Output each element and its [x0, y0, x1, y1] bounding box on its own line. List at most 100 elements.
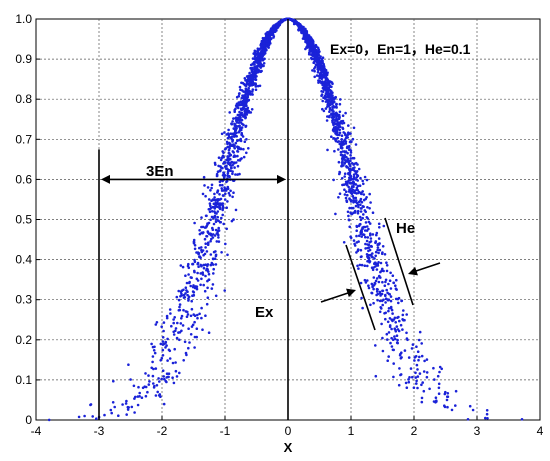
cloud-drop-point [231, 164, 234, 167]
cloud-drop-point [242, 155, 246, 159]
cloud-drop-point [405, 337, 409, 340]
cloud-drop-point [261, 40, 264, 43]
cloud-drop-point [198, 255, 202, 258]
cloud-drop-point [236, 125, 240, 128]
cloud-drop-point [136, 395, 140, 398]
cloud-drop-point [232, 218, 235, 221]
cloud-drop-point [178, 371, 181, 375]
cloud-drop-point [220, 216, 223, 220]
cloud-drop-point [436, 374, 440, 378]
cloud-drop-point [216, 229, 219, 233]
cloud-drop-point [304, 35, 308, 39]
cloud-drop-point [208, 210, 212, 214]
cloud-drop-point [340, 164, 343, 168]
cloud-drop-point [207, 270, 210, 273]
three-en-arrow-head-left [101, 174, 110, 184]
cloud-drop-point [484, 416, 487, 420]
cloud-drop-point [437, 382, 441, 386]
cloud-drop-point [172, 318, 175, 321]
cloud-drop-point [347, 124, 350, 127]
cloud-drop-point [311, 49, 315, 53]
cloud-drop-point [144, 372, 147, 375]
cloud-drop-point [374, 279, 378, 283]
cloud-drop-point [392, 281, 395, 285]
x-tick-label: -2 [157, 424, 168, 438]
cloud-drop-point [248, 84, 251, 87]
cloud-drop-point [265, 35, 269, 39]
cloud-drop-point [255, 59, 258, 63]
cloud-drop-point [172, 333, 176, 336]
cloud-drop-point [353, 244, 357, 247]
cloud-drop-point [341, 156, 345, 159]
cloud-drop-point [152, 382, 155, 385]
cloud-drop-point [232, 191, 235, 194]
cloud-drop-point [171, 361, 175, 365]
cloud-drop-point [127, 363, 130, 367]
cloud-drop-point [174, 361, 177, 364]
cloud-drop-point [247, 111, 251, 114]
cloud-drop-point [354, 204, 358, 208]
cloud-drop-point [175, 295, 179, 299]
cloud-drop-point [195, 287, 199, 291]
cloud-drop-point [234, 128, 237, 132]
cloud-drop-point [265, 42, 268, 45]
cloud-drop-point [362, 205, 365, 208]
cloud-drop-point [342, 241, 346, 244]
cloud-drop-point [238, 114, 242, 117]
cloud-drop-point [366, 206, 369, 209]
cloud-drop-point [347, 214, 350, 218]
cloud-drop-point [241, 94, 244, 97]
cloud-drop-point [362, 193, 366, 196]
cloud-drop-point [223, 198, 227, 201]
cloud-drop-point [309, 48, 312, 52]
cloud-drop-point [340, 141, 343, 145]
cloud-drop-point [126, 408, 130, 411]
cloud-drop-point [195, 251, 198, 254]
cloud-drop-point [184, 292, 187, 295]
cloud-drop-point [391, 274, 395, 278]
cloud-drop-point [362, 182, 365, 186]
cloud-drop-point [357, 167, 361, 171]
cloud-drop-point [375, 231, 379, 235]
cloud-drop-point [77, 415, 81, 419]
cloud-drop-point [202, 253, 205, 257]
cloud-drop-point [316, 50, 320, 53]
cloud-drop-point [359, 248, 363, 252]
cloud-drop-point [185, 353, 188, 357]
cloud-drop-point [345, 165, 349, 169]
x-tick-label: 3 [474, 424, 481, 438]
cloud-drop-point [407, 356, 411, 359]
cloud-drop-point [364, 247, 367, 250]
cloud-drop-point [183, 296, 187, 299]
cloud-drop-point [254, 88, 258, 91]
cloud-drop-point [351, 188, 355, 192]
cloud-drop-point [354, 200, 358, 204]
cloud-drop-point [350, 192, 354, 195]
cloud-drop-point [308, 37, 312, 40]
cloud-drop-point [210, 287, 214, 290]
cloud-drop-point [420, 396, 424, 400]
cloud-drop-point [373, 261, 377, 265]
cloud-drop-point [138, 391, 141, 395]
cloud-drop-point [227, 160, 230, 164]
cloud-drop-point [203, 184, 206, 187]
x-tick-label: 1 [348, 424, 355, 438]
cloud-drop-point [337, 148, 340, 151]
cloud-drop-point [178, 305, 181, 309]
cloud-drop-point [385, 269, 389, 273]
cloud-drop-point [204, 246, 207, 249]
cloud-drop-point [130, 405, 134, 409]
cloud-drop-point [231, 150, 235, 153]
cloud-drop-point [366, 255, 369, 258]
cloud-drop-point [356, 203, 360, 206]
cloud-drop-point [258, 84, 262, 88]
cloud-drop-point [216, 231, 219, 235]
cloud-drop-point [207, 198, 211, 201]
cloud-drop-point [485, 412, 489, 416]
cloud-drop-point [366, 260, 369, 263]
cloud-drop-point [221, 206, 225, 210]
cloud-drop-point [213, 207, 217, 210]
cloud-drop-point [355, 170, 359, 173]
cloud-drop-point [238, 110, 241, 114]
cloud-drop-point [397, 301, 400, 305]
